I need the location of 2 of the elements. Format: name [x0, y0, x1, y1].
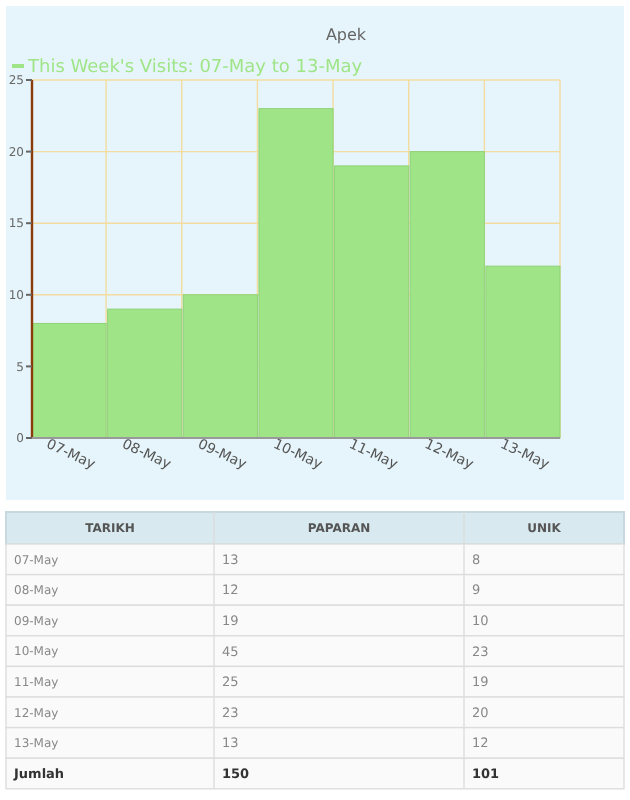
text: This Week's Visits: 07-May to 13-May: [26, 58, 364, 78]
chart-title: Apek: [325, 26, 367, 44]
